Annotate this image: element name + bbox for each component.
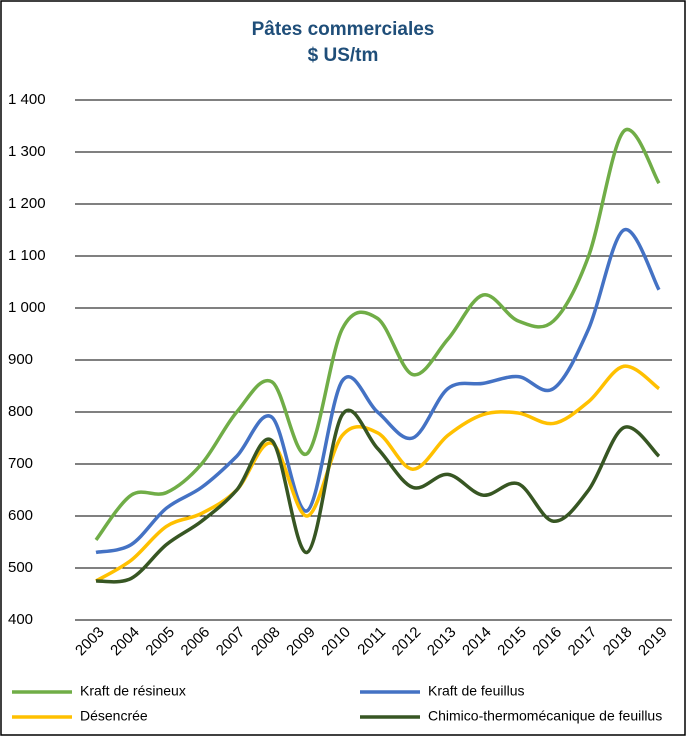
legend-label: Kraft de résineux (80, 683, 186, 699)
line-series (95, 408, 661, 584)
line-series (95, 364, 661, 583)
y-tick-label: 1 000 (8, 299, 46, 316)
y-tick-label: 800 (8, 403, 33, 420)
y-tick-label: 400 (8, 611, 33, 628)
line-series (95, 228, 661, 555)
line-series (94, 127, 661, 542)
y-tick-label: 1 300 (8, 143, 46, 160)
chart-subtitle: $ US/tm (308, 45, 379, 66)
y-tick-label: 500 (8, 559, 33, 576)
legend-label: Kraft de feuillus (428, 683, 525, 699)
y-tick-label: 1 200 (8, 195, 46, 212)
y-tick-label: 600 (8, 507, 33, 524)
y-tick-label: 700 (8, 455, 33, 472)
legend-label: Chimico-thermomécanique de feuillus (428, 708, 662, 724)
y-tick-label: 1 100 (8, 247, 46, 264)
chart-title: Pâtes commerciales (252, 19, 435, 40)
legend-label: Désencrée (80, 708, 148, 724)
y-tick-label: 900 (8, 351, 33, 368)
y-tick-label: 1 400 (8, 91, 46, 108)
